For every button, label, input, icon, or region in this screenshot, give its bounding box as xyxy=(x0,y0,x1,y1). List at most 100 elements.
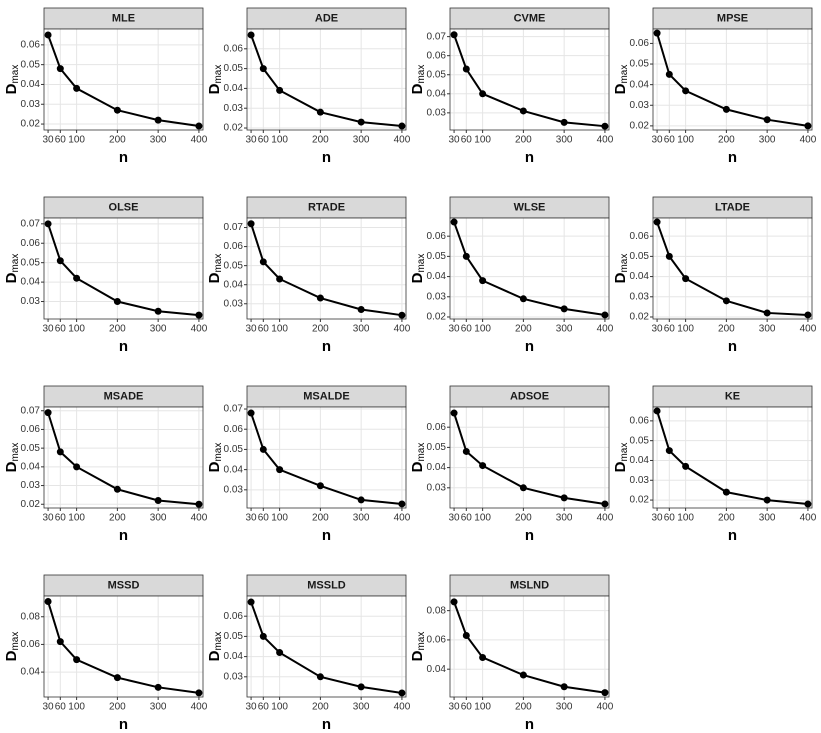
plot-background xyxy=(247,596,406,697)
y-tick-label: 0.06 xyxy=(21,639,41,650)
y-tick-label: 0.02 xyxy=(21,119,41,130)
y-tick-label: 0.05 xyxy=(21,257,41,268)
strip-title: MSADE xyxy=(104,390,144,402)
y-tick-label: 0.04 xyxy=(630,79,650,90)
x-tick-label: 100 xyxy=(474,702,491,713)
y-axis-title: Dmax xyxy=(3,65,21,95)
point xyxy=(113,298,121,306)
plot-background xyxy=(450,407,609,508)
y-tick-label: 0.04 xyxy=(427,271,447,282)
panel: MLE 0.02 0.03 0.04 0.05 0.06 30 60 100 200 300 400 n… xyxy=(3,7,208,166)
x-tick-label: 400 xyxy=(597,513,614,524)
x-tick-label: 30 xyxy=(246,702,258,713)
point xyxy=(357,683,365,691)
x-tick-label: 400 xyxy=(800,324,817,335)
point xyxy=(519,107,527,115)
x-axis-title: n xyxy=(728,527,737,544)
strip-title: MPSE xyxy=(717,12,748,24)
x-tick-label: 30 xyxy=(449,513,461,524)
panel: CVME 0.03 0.04 0.05 0.06 0.07 30 60 100 200 300 400… xyxy=(409,7,614,166)
x-tick-label: 30 xyxy=(246,324,258,335)
plot-border xyxy=(43,217,204,320)
plot-border xyxy=(449,217,610,320)
point xyxy=(601,689,609,697)
x-tick-label: 100 xyxy=(68,702,85,713)
point xyxy=(479,90,487,98)
x-axis-title: n xyxy=(119,527,128,544)
y-axis-title: Dmax xyxy=(612,443,630,473)
point xyxy=(665,70,673,78)
y-tick-label: 0.07 xyxy=(21,405,41,416)
x-tick-label: 100 xyxy=(68,324,85,335)
y-axis-title-main: D xyxy=(3,83,20,94)
plot-border xyxy=(652,28,813,131)
point xyxy=(398,122,406,130)
x-tick-label: 60 xyxy=(461,324,473,335)
point xyxy=(195,689,203,697)
y-axis-title-main: D xyxy=(409,272,426,283)
point xyxy=(259,632,267,640)
y-tick-label: 0.06 xyxy=(21,238,41,249)
y-tick-label: 0.06 xyxy=(224,241,244,252)
x-tick-label: 60 xyxy=(55,702,67,713)
plot-background xyxy=(653,407,812,508)
y-tick-label: 0.06 xyxy=(427,635,447,646)
point xyxy=(560,305,568,313)
x-tick-label: 200 xyxy=(515,324,532,335)
y-axis-title-sub: max xyxy=(10,254,21,273)
point xyxy=(276,275,284,283)
x-tick-label: 200 xyxy=(312,513,329,524)
y-tick-label: 0.04 xyxy=(224,464,244,475)
point xyxy=(450,409,458,417)
point xyxy=(462,252,470,260)
x-tick-label: 200 xyxy=(312,324,329,335)
y-axis-title-main: D xyxy=(3,461,20,472)
point xyxy=(479,462,487,470)
y-axis-title-sub: max xyxy=(10,65,21,84)
y-tick-label: 0.04 xyxy=(224,651,244,662)
y-tick-label: 0.06 xyxy=(224,611,244,622)
point xyxy=(113,106,121,114)
y-tick-label: 0.03 xyxy=(224,484,244,495)
x-tick-label: 400 xyxy=(394,513,411,524)
point xyxy=(560,118,568,126)
point xyxy=(56,638,64,646)
y-axis-title-main: D xyxy=(3,272,20,283)
x-tick-label: 100 xyxy=(68,513,85,524)
point xyxy=(398,689,406,697)
point xyxy=(56,257,64,265)
strip-title: MSSLD xyxy=(307,579,346,591)
point xyxy=(73,463,81,471)
y-axis-title: Dmax xyxy=(3,254,21,284)
x-tick-label: 100 xyxy=(271,702,288,713)
y-axis-title-sub: max xyxy=(10,443,21,462)
x-axis-title: n xyxy=(322,527,331,544)
point xyxy=(479,653,487,661)
x-axis-title: n xyxy=(119,338,128,355)
point xyxy=(113,485,121,493)
panel: WLSE 0.02 0.03 0.04 0.05 0.06 30 60 100 200 300 400… xyxy=(409,196,614,355)
y-tick-label: 0.04 xyxy=(427,664,447,675)
y-tick-label: 0.05 xyxy=(630,251,650,262)
line xyxy=(250,223,403,317)
line xyxy=(656,221,808,316)
point xyxy=(195,500,203,508)
y-tick-label: 0.04 xyxy=(427,462,447,473)
y-tick-label: 0.07 xyxy=(21,218,41,229)
x-tick-label: 100 xyxy=(677,324,694,335)
x-axis-title: n xyxy=(322,149,331,166)
point xyxy=(653,407,661,415)
x-tick-label: 60 xyxy=(55,324,67,335)
point xyxy=(560,683,568,691)
point xyxy=(154,116,162,124)
point xyxy=(276,649,284,657)
strip-title: KE xyxy=(725,390,740,402)
point xyxy=(259,445,267,453)
x-tick-label: 300 xyxy=(759,324,776,335)
x-tick-label: 400 xyxy=(191,135,208,146)
y-tick-label: 0.02 xyxy=(630,495,650,506)
x-tick-label: 100 xyxy=(271,513,288,524)
x-tick-label: 200 xyxy=(312,702,329,713)
x-tick-label: 60 xyxy=(55,513,67,524)
x-tick-label: 400 xyxy=(800,135,817,146)
